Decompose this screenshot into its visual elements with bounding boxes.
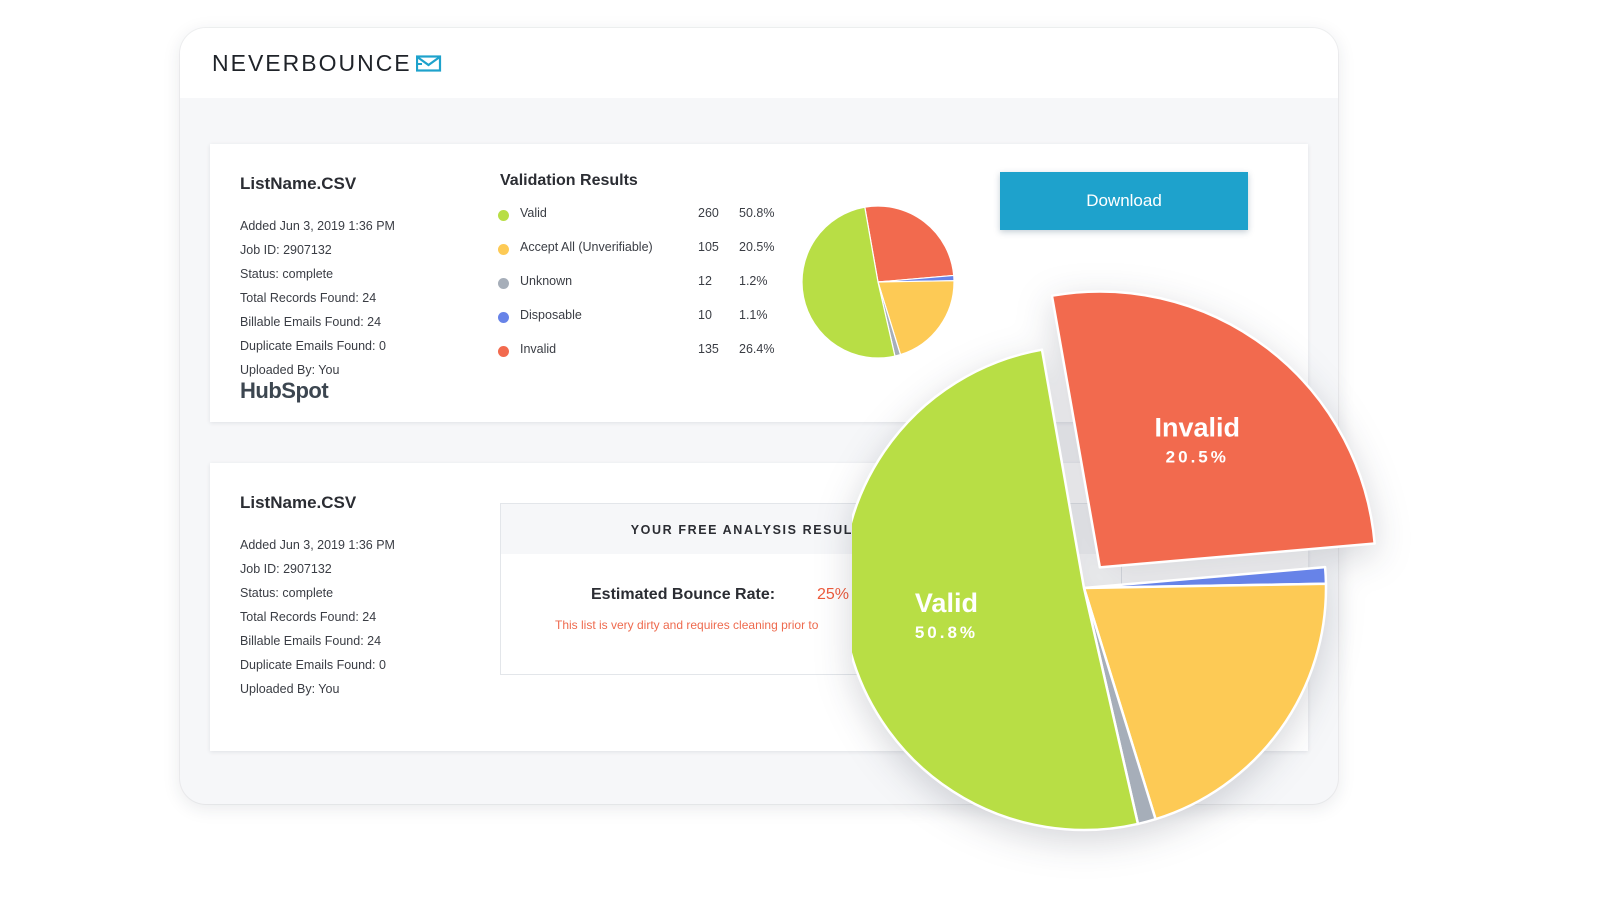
legend-row-accept-all: Accept All (Unverifiable) 105 20.5% bbox=[498, 236, 798, 270]
meta-job-id: Job ID: 2907132 bbox=[240, 562, 332, 576]
brand-logo[interactable]: NEVERBOUNCE bbox=[212, 50, 442, 77]
legend-count: 260 bbox=[698, 206, 719, 220]
pie-slice-accept-all-unverifiable bbox=[877, 280, 955, 356]
slice-percent-invalid: 20.5% bbox=[1166, 447, 1229, 466]
big-pie-chart: Valid 50.8% Invalid 20.5% bbox=[852, 290, 1376, 832]
bounce-note: This list is very dirty and requires cle… bbox=[555, 618, 819, 632]
legend-dot bbox=[498, 210, 509, 221]
legend-label: Invalid bbox=[520, 342, 557, 356]
file-name: ListName.CSV bbox=[240, 174, 357, 193]
job-card-1: ListName.CSV Added Jun 3, 2019 1:36 PM J… bbox=[210, 144, 1308, 422]
meta-added: Added Jun 3, 2019 1:36 PM bbox=[240, 219, 395, 233]
pie-slice-valid bbox=[852, 348, 1140, 832]
slice-percent-valid: 50.8% bbox=[915, 623, 978, 642]
meta-uploaded-by: Uploaded By: You bbox=[240, 363, 340, 377]
mail-icon bbox=[415, 54, 441, 72]
legend-count: 105 bbox=[698, 240, 719, 254]
meta-total-records: Total Records Found: 24 bbox=[240, 291, 377, 305]
meta-billable: Billable Emails Found: 24 bbox=[240, 634, 382, 648]
legend-percent: 50.8% bbox=[739, 206, 775, 220]
legend-count: 12 bbox=[698, 274, 712, 288]
legend-label: Disposable bbox=[520, 308, 582, 322]
validation-legend: Valid 260 50.8% Accept All (Unverifiable… bbox=[498, 202, 798, 372]
legend-percent: 20.5% bbox=[739, 240, 775, 254]
slice-label-valid: Valid bbox=[915, 588, 978, 618]
job-meta: Added Jun 3, 2019 1:36 PM Job ID: 290713… bbox=[240, 214, 395, 382]
hubspot-logo-text: HubSpot bbox=[240, 378, 329, 403]
meta-billable: Billable Emails Found: 24 bbox=[240, 315, 382, 329]
bounce-rate-value: 25% bbox=[817, 586, 850, 603]
app-header: NEVERBOUNCE bbox=[180, 28, 1338, 98]
legend-dot bbox=[498, 244, 509, 255]
legend-label: Accept All (Unverifiable) bbox=[520, 240, 653, 254]
brand-name: NEVERBOUNCE bbox=[212, 50, 412, 76]
bounce-rate-label: Estimated Bounce Rate: bbox=[591, 586, 776, 603]
legend-label: Unknown bbox=[520, 274, 573, 288]
job-meta: Added Jun 3, 2019 1:36 PM Job ID: 290713… bbox=[240, 533, 395, 701]
legend-dot bbox=[498, 346, 509, 357]
legend-row-invalid: Invalid 135 26.4% bbox=[498, 338, 798, 372]
legend-count: 135 bbox=[698, 342, 719, 356]
legend-count: 10 bbox=[698, 308, 712, 322]
legend-row-valid: Valid 260 50.8% bbox=[498, 202, 798, 236]
pie-slice-valid bbox=[801, 206, 896, 359]
pie-slice-invalid bbox=[1050, 290, 1376, 569]
meta-total-records: Total Records Found: 24 bbox=[240, 610, 377, 624]
validation-pie-chart bbox=[801, 205, 955, 359]
pie-slice-accept-all-unverifiable bbox=[1082, 582, 1328, 821]
meta-uploaded-by: Uploaded By: You bbox=[240, 682, 340, 696]
legend-dot bbox=[498, 312, 509, 323]
meta-status: Status: complete bbox=[240, 586, 334, 600]
legend-row-disposable: Disposable 10 1.1% bbox=[498, 304, 798, 338]
file-name: ListName.CSV bbox=[240, 493, 357, 512]
slice-label-invalid: Invalid bbox=[1155, 412, 1241, 442]
pie-slice-invalid bbox=[864, 205, 955, 283]
meta-duplicates: Duplicate Emails Found: 0 bbox=[240, 658, 386, 672]
legend-label: Valid bbox=[520, 206, 547, 220]
meta-duplicates: Duplicate Emails Found: 0 bbox=[240, 339, 386, 353]
download-button[interactable]: Download bbox=[1000, 172, 1248, 230]
meta-added: Added Jun 3, 2019 1:36 PM bbox=[240, 538, 395, 552]
meta-job-id: Job ID: 2907132 bbox=[240, 243, 332, 257]
legend-row-unknown: Unknown 12 1.2% bbox=[498, 270, 798, 304]
legend-percent: 1.2% bbox=[739, 274, 768, 288]
hubspot-logo: HubSpot bbox=[240, 378, 329, 404]
legend-percent: 1.1% bbox=[739, 308, 768, 322]
meta-status: Status: complete bbox=[240, 267, 334, 281]
legend-percent: 26.4% bbox=[739, 342, 775, 356]
legend-dot bbox=[498, 278, 509, 289]
validation-results-title: Validation Results bbox=[500, 172, 638, 189]
